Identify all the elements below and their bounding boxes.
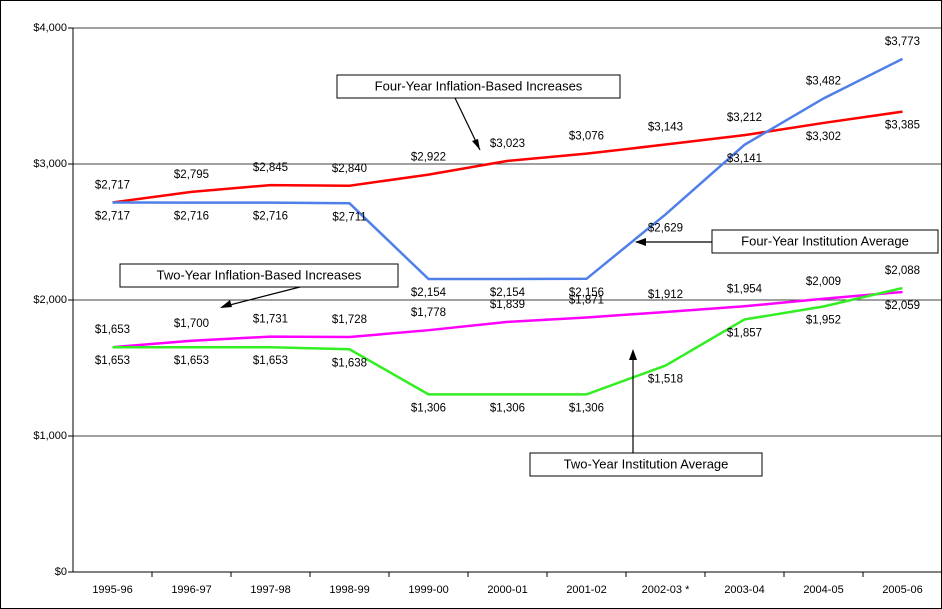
value-label: $2,629 bbox=[648, 222, 683, 234]
value-label: $1,871 bbox=[569, 295, 604, 307]
x-tick-label: 1996-97 bbox=[171, 584, 211, 596]
x-tick-label: 2001-02 bbox=[566, 584, 606, 596]
value-label: $1,653 bbox=[95, 324, 130, 336]
series-line bbox=[112, 286, 903, 396]
value-label: $3,143 bbox=[648, 122, 683, 134]
value-label: $2,154 bbox=[490, 287, 526, 299]
x-tick-label: 1997-98 bbox=[250, 584, 290, 596]
y-tick-label: $3,000 bbox=[33, 158, 67, 170]
y-tick-label: $2,000 bbox=[33, 294, 67, 306]
value-label: $3,076 bbox=[569, 131, 604, 143]
callout: Two-Year Institution Average bbox=[529, 349, 763, 477]
series-line bbox=[112, 57, 904, 281]
value-label: $1,306 bbox=[569, 402, 604, 414]
value-label: $2,716 bbox=[253, 211, 288, 223]
value-label: $3,302 bbox=[806, 131, 841, 143]
value-label: $3,482 bbox=[806, 75, 841, 87]
value-label: $1,653 bbox=[174, 355, 209, 367]
callout-text: Two-Year Institution Average bbox=[564, 456, 729, 471]
arrow-head bbox=[472, 139, 480, 150]
x-tick-label: 2004-05 bbox=[803, 584, 843, 596]
arrow-head bbox=[635, 238, 646, 246]
value-label: $3,385 bbox=[885, 120, 920, 132]
callout-box bbox=[336, 74, 621, 99]
value-label: $2,711 bbox=[332, 211, 366, 223]
y-tick-label: $4,000 bbox=[33, 22, 67, 34]
value-label: $1,638 bbox=[332, 357, 367, 369]
value-label: $1,912 bbox=[648, 289, 683, 301]
callout: Four-Year Inflation-Based Increases bbox=[336, 74, 621, 151]
arrow-head bbox=[629, 349, 637, 360]
callout-box bbox=[529, 452, 763, 477]
x-tick-label: 2003-04 bbox=[724, 584, 764, 596]
value-label: $1,700 bbox=[174, 318, 209, 330]
value-label: $2,088 bbox=[885, 265, 920, 277]
value-label: $1,306 bbox=[490, 402, 525, 414]
x-tick-label: 1995-96 bbox=[92, 584, 132, 596]
callout: Two-Year Inflation-Based Increases bbox=[119, 263, 399, 308]
callout-text: Four-Year Institution Average bbox=[741, 233, 909, 248]
series-line bbox=[112, 290, 903, 349]
value-label: $1,954 bbox=[727, 283, 763, 295]
x-tick-label: 2002-03 * bbox=[642, 584, 690, 596]
series-line bbox=[112, 110, 903, 204]
value-label: $1,653 bbox=[95, 355, 130, 367]
value-label: $1,653 bbox=[253, 355, 288, 367]
callout-box bbox=[119, 263, 399, 288]
value-label: $2,845 bbox=[253, 162, 288, 174]
value-label: $2,154 bbox=[411, 287, 447, 299]
value-label: $1,778 bbox=[411, 307, 446, 319]
value-label: $1,839 bbox=[490, 299, 525, 311]
value-label: $2,922 bbox=[411, 152, 446, 164]
y-tick-label: $0 bbox=[55, 566, 67, 578]
value-label: $2,840 bbox=[332, 163, 367, 175]
x-tick-label: 2005-06 bbox=[882, 584, 922, 596]
callout-text: Two-Year Inflation-Based Increases bbox=[157, 267, 362, 282]
callout-box bbox=[711, 229, 939, 254]
callout-text: Four-Year Inflation-Based Increases bbox=[375, 78, 583, 93]
value-label: $3,141 bbox=[727, 153, 762, 165]
value-label: $3,212 bbox=[727, 112, 762, 124]
callout-arrow bbox=[221, 286, 301, 308]
value-label: $2,009 bbox=[806, 276, 841, 288]
value-label: $2,716 bbox=[174, 211, 209, 223]
value-label: $2,795 bbox=[174, 169, 209, 181]
value-label: $3,773 bbox=[885, 36, 920, 48]
value-label: $1,731 bbox=[253, 314, 288, 326]
y-tick-label: $1,000 bbox=[33, 430, 67, 442]
value-label: $2,156 bbox=[569, 287, 604, 299]
callouts: Four-Year Inflation-Based Increases Four… bbox=[119, 74, 939, 477]
value-label: $1,306 bbox=[411, 402, 446, 414]
callout: Four-Year Institution Average bbox=[635, 229, 939, 254]
value-label: $3,023 bbox=[490, 138, 525, 150]
x-tick-label: 2000-01 bbox=[487, 584, 527, 596]
value-label: $1,952 bbox=[806, 315, 841, 327]
x-tick-label: 1999-00 bbox=[408, 584, 448, 596]
value-label: $1,728 bbox=[332, 314, 367, 326]
x-tick-label: 1998-99 bbox=[329, 584, 369, 596]
value-label: $1,857 bbox=[727, 327, 762, 339]
value-label: $2,717 bbox=[95, 211, 130, 223]
value-label: $1,518 bbox=[648, 374, 683, 386]
value-label: $2,717 bbox=[95, 180, 130, 192]
value-label: $2,059 bbox=[885, 300, 920, 312]
arrow-head bbox=[220, 300, 232, 308]
